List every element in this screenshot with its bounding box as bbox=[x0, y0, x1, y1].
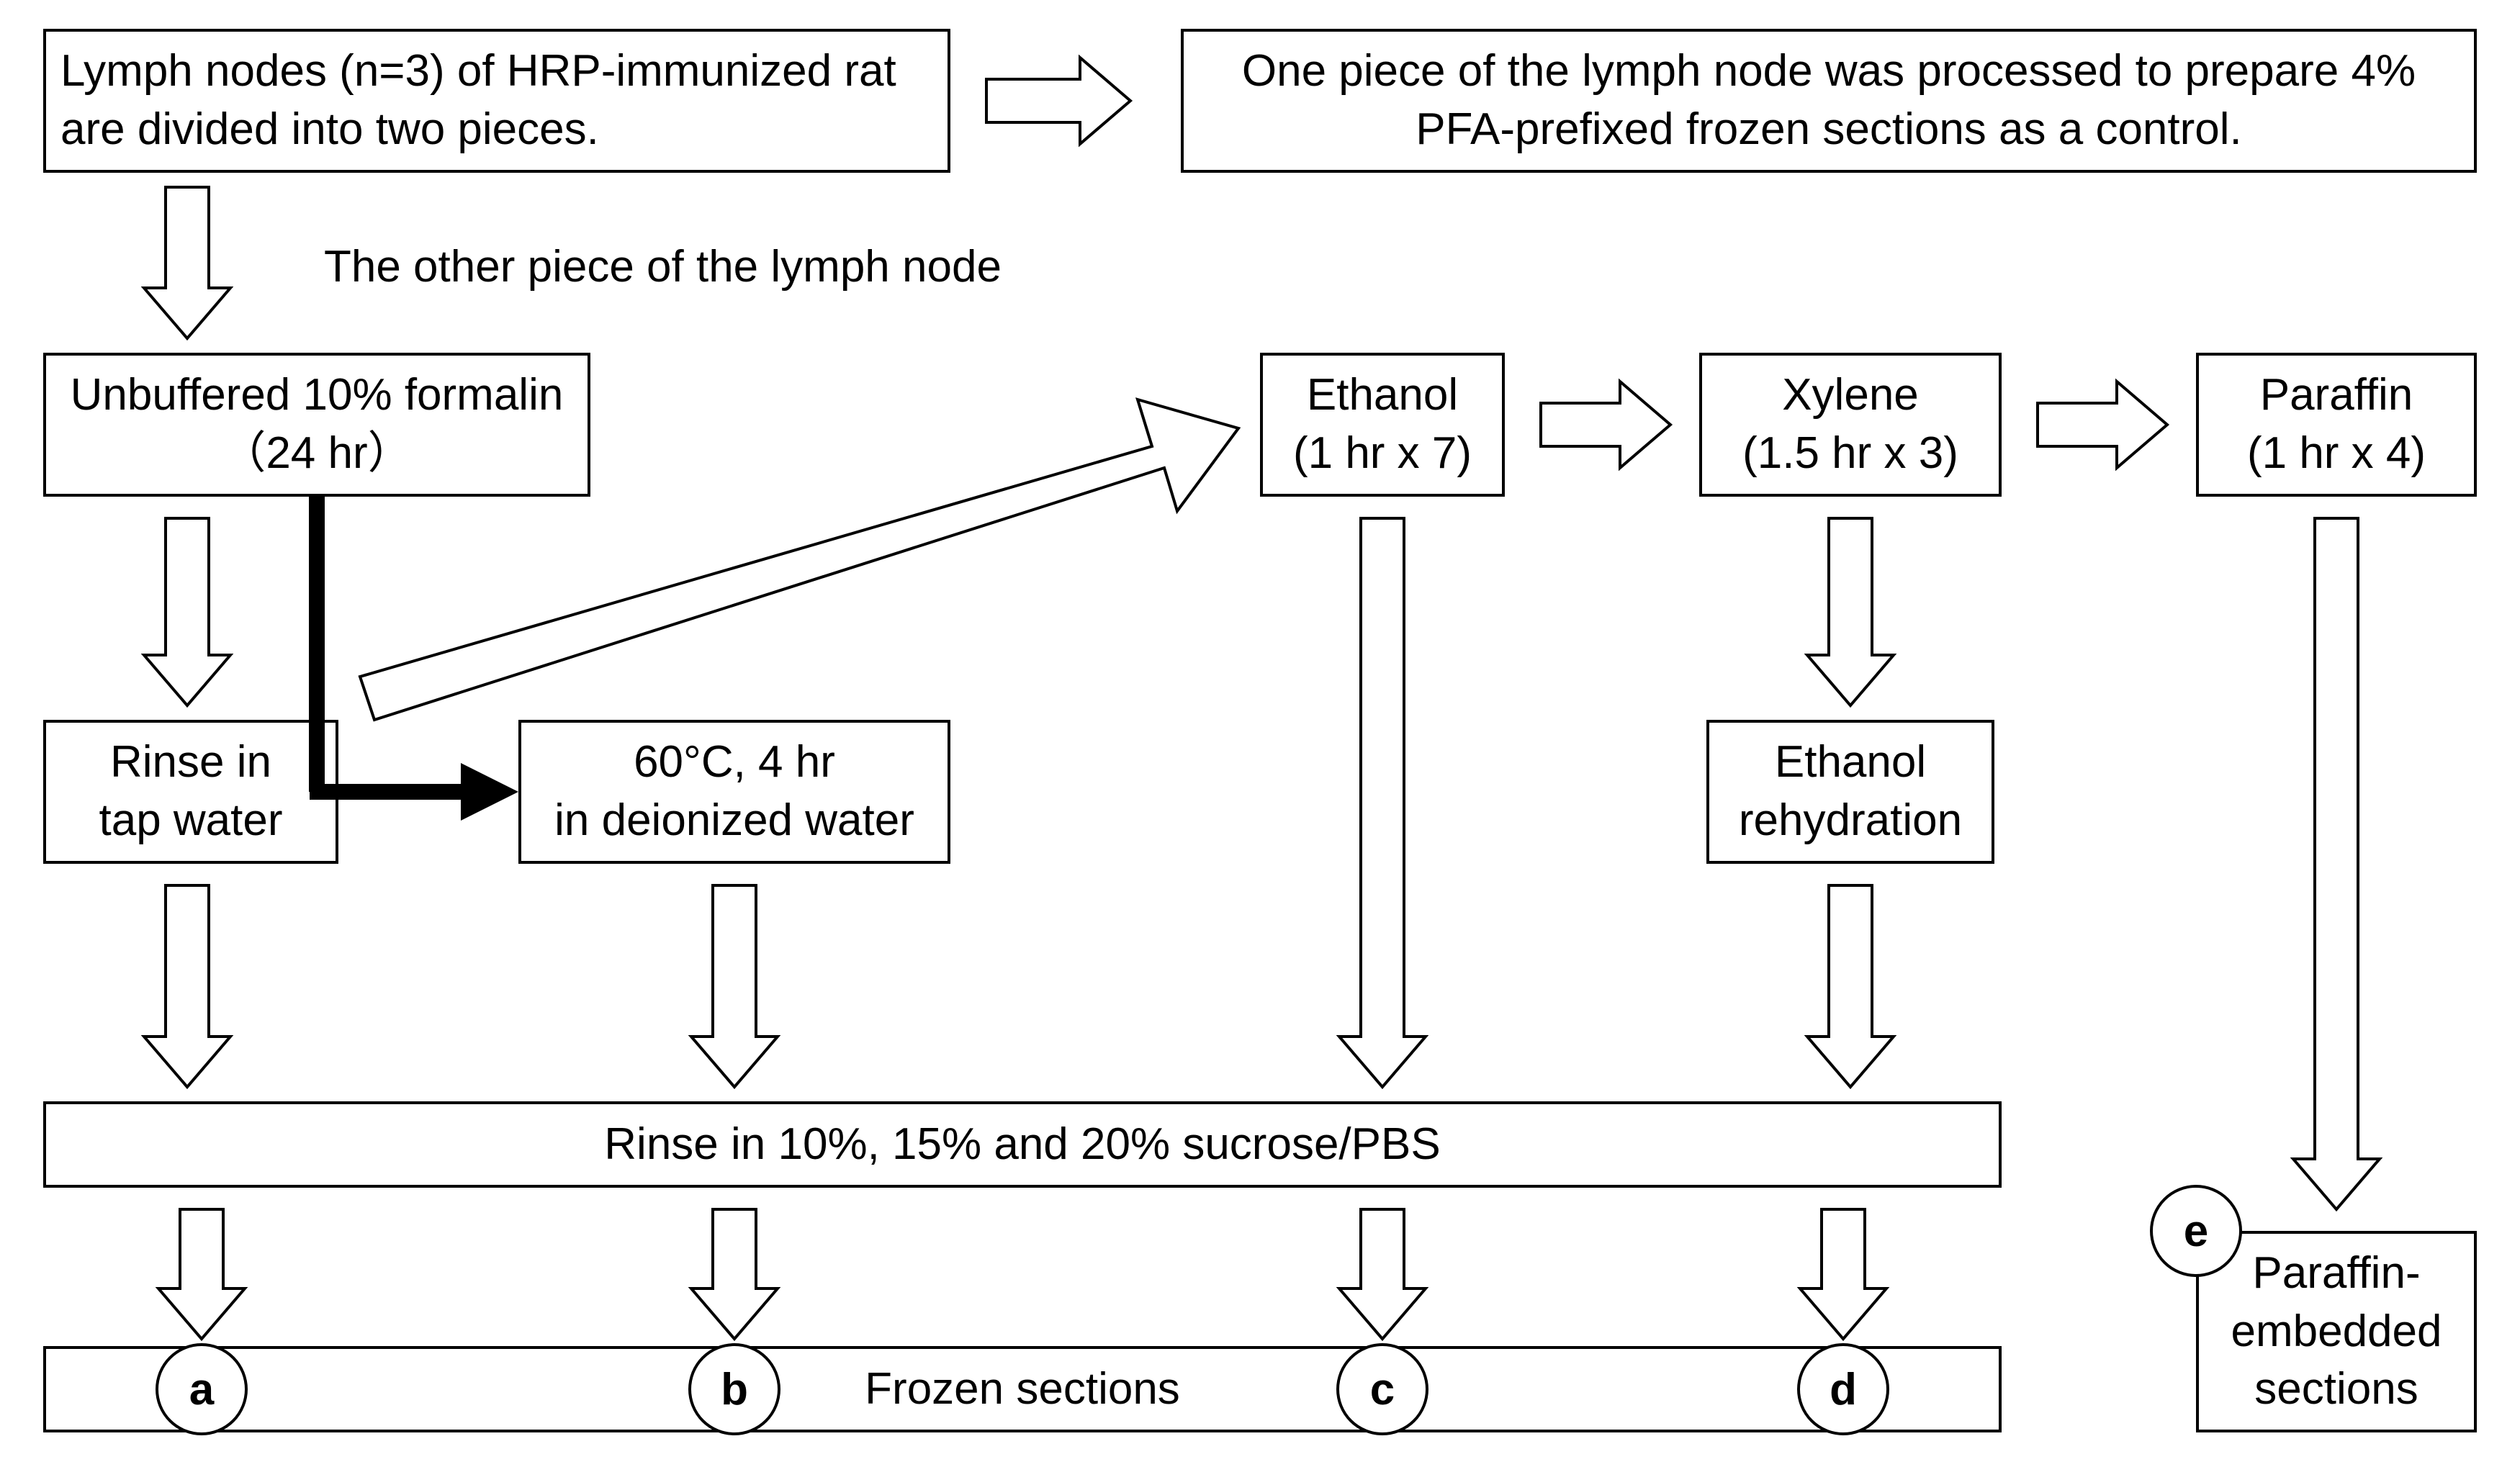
circle-e: e bbox=[2150, 1185, 2242, 1277]
circle-c-label: c bbox=[1370, 1364, 1395, 1415]
arrow-ethanol-down-long bbox=[1339, 518, 1426, 1087]
arrows-layer bbox=[0, 0, 2520, 1467]
node-ethanol: Ethanol (1 hr x 7) bbox=[1260, 353, 1505, 497]
node-paraffin-sections-line1: Paraffin- bbox=[2252, 1245, 2420, 1303]
node-ethanol-rehydration: Ethanol rehydration bbox=[1706, 720, 1994, 864]
node-xylene: Xylene (1.5 hr x 3) bbox=[1699, 353, 2002, 497]
node-frozen-sections-text: Frozen sections bbox=[865, 1360, 1180, 1419]
flowchart-canvas: Lymph nodes (n=3) of HRP-immunized rat a… bbox=[0, 0, 2520, 1467]
node-rinse-tap-line2: tap water bbox=[99, 792, 282, 850]
node-deionized: 60°C, 4 hr in deionized water bbox=[518, 720, 950, 864]
circle-e-label: e bbox=[2184, 1206, 2208, 1257]
label-other-piece: The other piece of the lymph node bbox=[324, 230, 1080, 302]
arrow-sucrose-b-down bbox=[691, 1209, 778, 1339]
arrow-rinse-tap-down bbox=[144, 885, 230, 1087]
node-deionized-line2: in deionized water bbox=[554, 792, 914, 850]
node-deionized-line1: 60°C, 4 hr bbox=[634, 734, 835, 792]
node-rinse-tap-line1: Rinse in bbox=[110, 734, 271, 792]
node-sucrose-text: Rinse in 10%, 15% and 20% sucrose/PBS bbox=[604, 1116, 1440, 1174]
circle-d: d bbox=[1797, 1343, 1889, 1435]
arrow-top-left-to-right bbox=[986, 58, 1130, 144]
node-top-left-text: Lymph nodes (n=3) of HRP-immunized rat a… bbox=[60, 42, 933, 158]
node-ethanol-line2: (1 hr x 7) bbox=[1293, 425, 1472, 483]
node-formalin-line1: Unbuffered 10% formalin bbox=[71, 366, 564, 425]
node-xylene-line2: (1.5 hr x 3) bbox=[1742, 425, 1958, 483]
arrow-xylene-to-paraffin bbox=[2038, 382, 2167, 468]
node-xylene-line1: Xylene bbox=[1782, 366, 1919, 425]
node-paraffin-sections: Paraffin- embedded sections bbox=[2196, 1231, 2477, 1432]
node-ethanol-line1: Ethanol bbox=[1307, 366, 1458, 425]
solid-arrow-tap-to-deionized bbox=[310, 763, 518, 821]
node-ethanol-rehydration-line2: rehydration bbox=[1739, 792, 1962, 850]
arrow-xylene-down bbox=[1807, 518, 1894, 705]
arrow-sucrose-c-down bbox=[1339, 1209, 1426, 1339]
arrow-sucrose-a-down bbox=[158, 1209, 245, 1339]
node-top-right: One piece of the lymph node was processe… bbox=[1181, 29, 2477, 173]
circle-c: c bbox=[1336, 1343, 1428, 1435]
node-paraffin-line2: (1 hr x 4) bbox=[2247, 425, 2426, 483]
arrow-paraffin-down-long bbox=[2293, 518, 2380, 1209]
node-paraffin-sections-line3: sections bbox=[2254, 1360, 2418, 1419]
node-paraffin: Paraffin (1 hr x 4) bbox=[2196, 353, 2477, 497]
node-top-left: Lymph nodes (n=3) of HRP-immunized rat a… bbox=[43, 29, 950, 173]
node-ethanol-rehydration-line1: Ethanol bbox=[1775, 734, 1926, 792]
arrow-sucrose-d-down bbox=[1800, 1209, 1886, 1339]
node-frozen-sections: Frozen sections bbox=[43, 1346, 2002, 1432]
node-top-right-text: One piece of the lymph node was processe… bbox=[1198, 42, 2460, 158]
node-rinse-tap: Rinse in tap water bbox=[43, 720, 338, 864]
circle-b: b bbox=[688, 1343, 780, 1435]
node-formalin-line2: （24 hr） bbox=[221, 425, 412, 483]
circle-d-label: d bbox=[1830, 1364, 1857, 1415]
arrow-deionized-down bbox=[691, 885, 778, 1087]
node-paraffin-line1: Paraffin bbox=[2260, 366, 2413, 425]
arrow-top-left-down bbox=[144, 187, 230, 338]
arrow-formalin-down bbox=[144, 518, 230, 705]
circle-a: a bbox=[156, 1343, 248, 1435]
node-formalin: Unbuffered 10% formalin （24 hr） bbox=[43, 353, 590, 497]
arrow-ethanol-rehydration-down bbox=[1807, 885, 1894, 1087]
node-sucrose: Rinse in 10%, 15% and 20% sucrose/PBS bbox=[43, 1101, 2002, 1188]
circle-a-label: a bbox=[189, 1364, 214, 1415]
node-paraffin-sections-line2: embedded bbox=[2231, 1303, 2442, 1361]
label-other-piece-text: The other piece of the lymph node bbox=[324, 241, 1002, 292]
arrow-ethanol-to-xylene bbox=[1541, 382, 1670, 468]
circle-b-label: b bbox=[721, 1364, 748, 1415]
